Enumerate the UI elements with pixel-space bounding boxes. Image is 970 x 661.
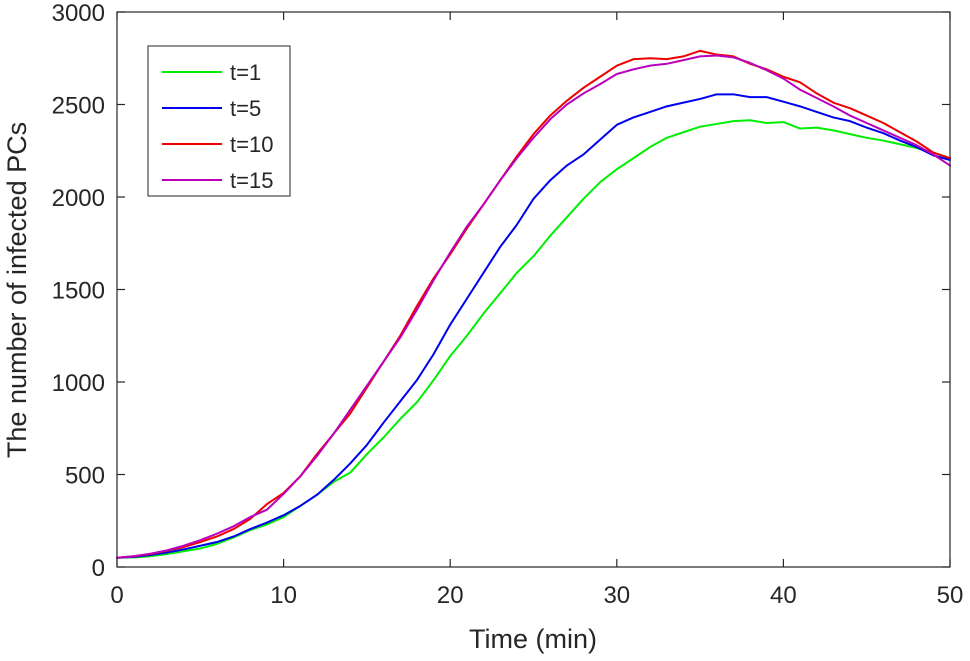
x-tick-label-50: 50 bbox=[937, 582, 964, 609]
y-axis-label: The number of infected PCs bbox=[2, 122, 32, 458]
y-tick-label-500: 500 bbox=[65, 463, 105, 490]
x-axis-label: Time (min) bbox=[469, 624, 597, 654]
y-tick-label-0: 0 bbox=[92, 555, 105, 582]
legend-label: t=1 bbox=[230, 60, 261, 85]
x-tick-label-30: 30 bbox=[603, 582, 630, 609]
y-tick-label-2500: 2500 bbox=[52, 93, 105, 120]
series-layer bbox=[116, 49, 951, 559]
x-tick-label-40: 40 bbox=[770, 582, 797, 609]
legend: t=1 t=5 t=10 t=15 bbox=[147, 45, 291, 197]
x-tick-label-20: 20 bbox=[437, 582, 464, 609]
legend-item-t-5: t=5 bbox=[162, 96, 261, 121]
legend-label: t=5 bbox=[230, 96, 261, 121]
legend-item-t-1: t=1 bbox=[162, 60, 261, 85]
legend-label: t=10 bbox=[230, 132, 273, 157]
x-tick-label-0: 0 bbox=[110, 582, 123, 609]
y-tick-label-2000: 2000 bbox=[52, 185, 105, 212]
y-tick-label-3000: 3000 bbox=[52, 0, 105, 27]
series-line-t-1 bbox=[116, 119, 951, 559]
y-tick-label-1500: 1500 bbox=[52, 278, 105, 305]
legend-item-t-15: t=15 bbox=[162, 168, 273, 193]
legend-label: t=15 bbox=[230, 168, 273, 193]
x-tick-label-10: 10 bbox=[270, 582, 297, 609]
y-tick-label-1000: 1000 bbox=[52, 370, 105, 397]
series-line-t-5 bbox=[116, 93, 951, 559]
legend-item-t-10: t=10 bbox=[162, 132, 273, 157]
series-line-t-15 bbox=[116, 54, 951, 559]
